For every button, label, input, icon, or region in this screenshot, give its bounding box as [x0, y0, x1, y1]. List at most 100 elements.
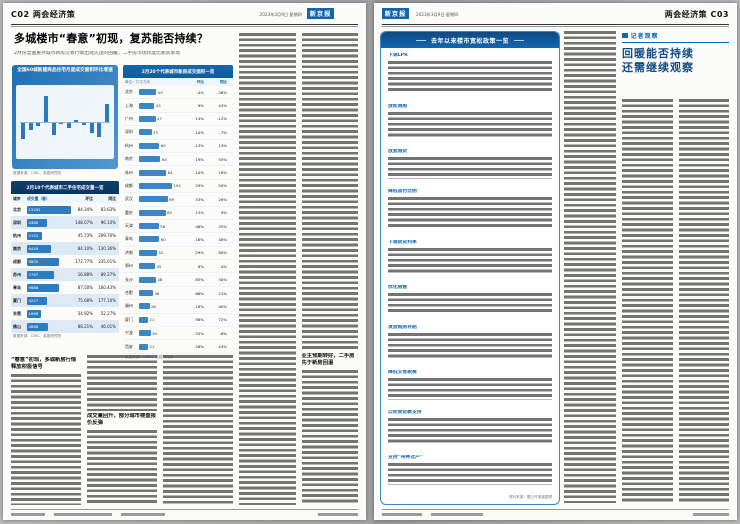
city-label: 济南 — [125, 249, 133, 255]
newhome-row: 广州 47 14% -12% — [123, 113, 233, 127]
bar-zone: 4227 — [27, 296, 73, 305]
policy-item: 下调房贷利率 — [388, 240, 552, 275]
city-label: 青岛 — [13, 284, 21, 290]
newspaper-page-right: 新京报 2023年3月9日 星期四 两会经济策 C03 去年以来楼市宽松政策一览… — [374, 3, 737, 520]
chart-unit-label: 单位：万平方米 — [125, 79, 151, 84]
mom-value: 9% — [197, 103, 204, 109]
observer-columns — [622, 99, 729, 503]
observer-badge-row: 记者观察 — [622, 31, 729, 43]
bar-zone: 60 — [139, 236, 182, 243]
mom-value: -13% — [193, 143, 204, 149]
mom-value: -18% — [193, 303, 204, 309]
value-bar: 15291 — [27, 205, 71, 214]
city-label: 东莞 — [13, 310, 21, 316]
yoy-value: 83.63% — [100, 207, 116, 212]
article-column: “春意”初现，多城新房行情释放积极信号 — [11, 355, 81, 505]
newhome-row: 长沙 48 85% 30% — [123, 273, 233, 287]
page-code: C02 — [11, 10, 30, 19]
newhome-row: 深圳 33 -10% -7% — [123, 126, 233, 140]
yoy-value: 299.70% — [98, 233, 116, 238]
article-text-block — [301, 370, 358, 505]
bar-zone: 38 — [139, 290, 182, 297]
city-label: 南京 — [13, 245, 21, 251]
bar-zone: 48 — [139, 276, 182, 283]
mom-value: 16% — [195, 236, 204, 242]
policy-item-label: 发放购房补贴 — [388, 324, 417, 330]
minichart-bar — [73, 88, 79, 156]
page-code: C03 — [710, 10, 729, 19]
yoy-value: 48% — [218, 236, 227, 242]
city-label: 北京 — [13, 206, 21, 212]
city-label: 天津 — [125, 223, 133, 229]
mom-value: 25% — [195, 183, 204, 189]
value-bar — [139, 129, 152, 136]
value-bar — [139, 303, 150, 310]
yoy-value: -12% — [216, 116, 227, 122]
secondhand-row: 北京 15291 84.34% 83.63% — [11, 203, 119, 216]
bar-value: 38 — [154, 290, 160, 296]
yoy-value: 13% — [218, 143, 227, 149]
mom-value: 45.73% — [77, 233, 93, 238]
footer-credit — [121, 512, 165, 516]
article-text-block — [163, 355, 233, 505]
observer-column-1 — [564, 31, 616, 503]
col-mom: 环比 — [85, 195, 93, 201]
yoy-value: 18% — [218, 170, 227, 176]
newhome-row: 杭州 60 -13% 13% — [123, 140, 233, 153]
mom-value: 84.34% — [77, 207, 93, 212]
policy-item: 优化限售 — [388, 285, 552, 315]
col-yoy: 同比 — [108, 195, 116, 201]
bar-zone: 15291 — [27, 205, 73, 214]
mom-value: 148.07% — [75, 220, 93, 225]
bar-zone: 50 — [139, 89, 182, 96]
newhome-row: 北京 50 -4% -36% — [123, 86, 233, 100]
secondhand-row: 青岛 9888 87.50% 160.43% — [11, 281, 119, 294]
yoy-value: 52.27% — [100, 311, 116, 316]
bar-zone: 26 — [139, 303, 182, 310]
bar-zone: 9888 — [27, 283, 73, 292]
city-label: 厦门 — [125, 316, 133, 322]
city-label: 佛山 — [13, 323, 21, 329]
value-bar — [139, 263, 155, 270]
newhome-row: 宁波 30 55% -8% — [123, 327, 233, 341]
yoy-value: 44% — [218, 344, 227, 350]
city-label: 苏州 — [125, 169, 133, 175]
newhome-chart-header: 单位：万平方米 环比 同比 — [123, 78, 233, 86]
article-subhead-1: “春意”初现，多城新房行情释放积极信号 — [11, 357, 77, 370]
newhome-row: 西安 21 26% 44% — [123, 340, 233, 354]
bar-zone: 64 — [139, 156, 182, 163]
footer-credit — [693, 512, 729, 516]
bar-zone: 84 — [139, 169, 182, 176]
bar-value: 60 — [160, 143, 166, 149]
article-text-block — [87, 430, 157, 505]
yoy-value: 50% — [218, 183, 227, 189]
minichart-bar — [104, 88, 110, 156]
newhome-row: 济南 52 29% 80% — [123, 247, 233, 261]
value-bar — [139, 196, 168, 203]
value-bar: 4688 — [27, 322, 48, 331]
article-bottom-columns: “春意”初现，多城新房行情释放积极信号 成交量回升，部分城市楼盘报价反弹 — [11, 355, 233, 505]
article-text-block — [301, 33, 358, 351]
bar-value: 89 — [169, 196, 175, 202]
secondhand-table-title: 2月10个代表城市二手住宅成交量一览 — [11, 181, 119, 194]
article-column — [239, 33, 296, 505]
policy-items: 下调LPR 放松限购 放宽限贷 降低首付比例 下调房贷利率 优化限售 发放购房补贴 降低交易税… — [381, 48, 559, 504]
article-text-block — [11, 374, 81, 505]
policy-item-label: 优化限售 — [388, 284, 408, 290]
policy-item-text — [388, 156, 552, 179]
city-label: 厦门 — [13, 297, 21, 303]
yoy-value: 130.36% — [98, 246, 116, 251]
mom-value: 29% — [195, 250, 204, 256]
bar-zone: 2152 — [27, 231, 73, 240]
bar-zone: 6449 — [27, 244, 73, 253]
value-bar — [139, 182, 172, 189]
secondhand-table-source: 数据来源：CRIC、易居研究院 — [13, 334, 62, 338]
minichart-bar — [81, 88, 87, 156]
article-text-block — [564, 31, 616, 503]
header-rule — [382, 24, 729, 27]
value-bar: 7787 — [27, 270, 55, 279]
city-label: 合肥 — [125, 290, 133, 296]
minichart-bar — [96, 88, 102, 156]
yoy-value: -4% — [219, 263, 227, 269]
section-name: 两会经济策 — [664, 10, 708, 19]
